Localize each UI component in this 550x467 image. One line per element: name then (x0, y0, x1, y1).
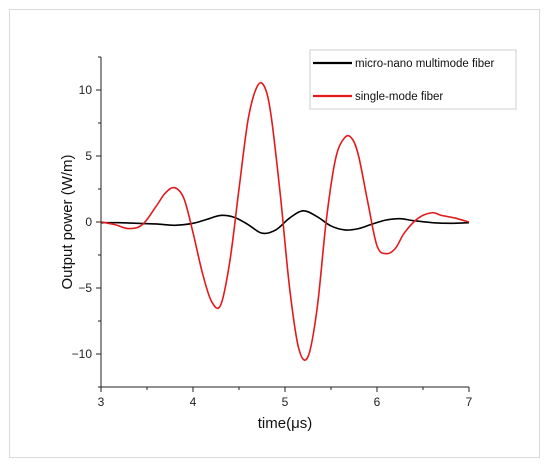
legend-box (309, 49, 517, 110)
x-tick-label: 4 (190, 395, 197, 409)
x-tick-label: 3 (98, 395, 105, 409)
y-tick-label: 5 (85, 149, 92, 163)
y-axis-title: Output power (W/m) (59, 154, 76, 289)
series-line-single-mode (100, 82, 470, 361)
y-tick-label: −5 (78, 281, 92, 295)
plot-layer (100, 82, 470, 361)
series-line-multimode (100, 209, 470, 235)
y-tick-label: 0 (85, 215, 92, 229)
y-tick-label: 10 (79, 83, 93, 97)
y-tick-label: −10 (72, 347, 93, 361)
x-axis-title: time(μs) (258, 415, 312, 432)
x-tick-label: 7 (466, 395, 473, 409)
legend-label-single-mode: single-mode fiber (355, 91, 443, 103)
x-tick-label: 6 (374, 395, 381, 409)
x-tick-label: 5 (282, 395, 289, 409)
ticks-layer: 3 4 5 6 7 10 5 0 −5 −10 (72, 56, 473, 409)
legend-label-multimode: micro-nano multimode fiber (355, 58, 495, 70)
legend: micro-nano multimode fiber single-mode f… (309, 49, 517, 110)
